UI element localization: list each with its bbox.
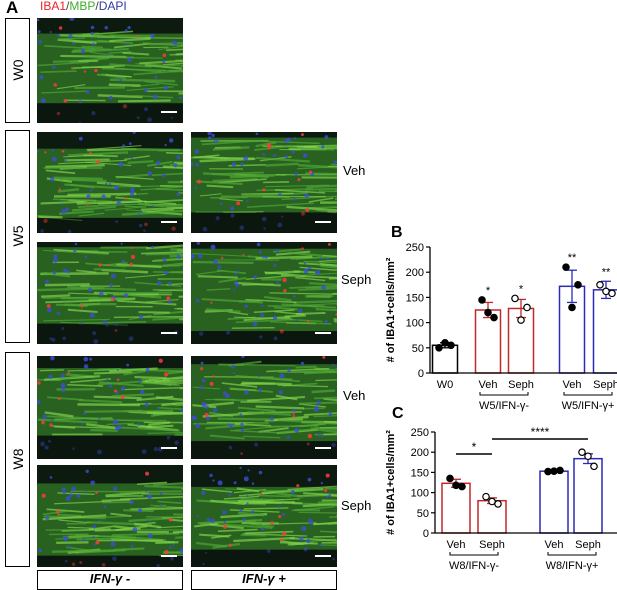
treatment-label-w8-seph: Seph [341, 498, 371, 513]
y-tick-label: 0 [418, 368, 424, 380]
x-tick-label: Veh [545, 539, 564, 551]
data-point [485, 309, 491, 315]
data-point [512, 295, 518, 301]
data-point [495, 501, 501, 507]
scale-bar [315, 332, 331, 334]
data-point [447, 475, 453, 481]
data-point [591, 463, 597, 469]
y-tick-label: 250 [406, 242, 424, 254]
y-tick-label: 150 [411, 467, 429, 479]
data-point [551, 468, 557, 474]
data-point [448, 342, 454, 348]
comparison-label: * [472, 440, 477, 454]
y-tick-label: 100 [411, 488, 429, 500]
y-axis-label: # of IBA1+cells/mm² [385, 430, 397, 535]
timepoint-label-w0: W0 [10, 50, 26, 90]
data-point [585, 453, 591, 459]
y-tick-label: 250 [411, 427, 429, 439]
y-tick-label: 200 [411, 447, 429, 459]
group-bracket [450, 552, 498, 555]
y-tick-label: 150 [406, 292, 424, 304]
stain-legend: IBA1/MBP/DAPI [40, 0, 127, 13]
x-tick-label: Veh [563, 379, 582, 391]
data-point [569, 304, 575, 310]
x-tick-label: Veh [479, 379, 498, 391]
scale-bar [161, 111, 177, 113]
group-bracket [548, 552, 596, 555]
stain-mbp: MBP [69, 0, 95, 13]
scale-bar [315, 221, 331, 223]
micrograph-w8-ifn-pos-veh [191, 356, 337, 459]
scale-bar [161, 555, 177, 557]
data-point [597, 282, 603, 288]
condition-label-ifn-neg: IFN-γ - [37, 569, 183, 589]
data-point [518, 317, 524, 323]
data-point [575, 282, 581, 288]
treatment-label-w8-veh: Veh [343, 388, 365, 403]
y-tick-label: 0 [423, 528, 429, 540]
panel-letter: B [391, 224, 403, 241]
x-tick-label: Seph [593, 379, 617, 391]
y-axis-label: # of IBA1+cells/mm² [385, 257, 397, 362]
micrograph-w8-ifn-neg-seph [37, 465, 183, 567]
micrograph-w8-ifn-pos-seph [191, 465, 337, 567]
micrograph-w0 [37, 18, 183, 123]
group-bracket [480, 392, 528, 395]
y-tick-label: 200 [406, 267, 424, 279]
scale-bar [315, 447, 331, 449]
significance-mark: * [519, 283, 524, 295]
micrograph-w5-ifn-pos-seph [191, 242, 337, 344]
scale-bar [161, 332, 177, 334]
scale-bar [161, 447, 177, 449]
significance-mark: * [486, 285, 491, 297]
treatment-label-w5-veh: Veh [343, 163, 365, 178]
y-tick-label: 50 [412, 343, 424, 355]
chart-c: C 0 50 100 150 200 250 # of IBA1+cells/mm² Veh Se… [380, 400, 617, 589]
chart-b: B 0 50 100 150 200 250 # of IBA1+cells/mm² W0 Veh… [380, 215, 617, 415]
data-point [436, 345, 442, 351]
stain-iba1: IBA1 [40, 0, 66, 13]
data-point [557, 467, 563, 473]
bar [442, 483, 470, 533]
scale-bar [161, 221, 177, 223]
data-point [459, 483, 465, 489]
data-point [563, 264, 569, 270]
x-tick-label: Seph [479, 539, 505, 551]
y-tick-label: 50 [417, 508, 429, 520]
micrograph-w5-ifn-neg-veh [37, 132, 183, 233]
x-tick-label: Seph [508, 379, 534, 391]
treatment-label-w5-seph: Seph [341, 272, 371, 287]
significance-mark: ** [602, 266, 611, 278]
x-tick-label: W0 [437, 379, 454, 391]
bar [574, 459, 602, 533]
timepoint-label-w8: W8 [10, 439, 26, 479]
group-label: W8/IFN-γ+ [546, 560, 599, 572]
bar [478, 501, 506, 533]
micrograph-w8-ifn-neg-veh [37, 356, 183, 459]
timepoint-label-w5: W5 [10, 216, 26, 256]
x-tick-label: Veh [447, 539, 466, 551]
significance-mark: ** [568, 252, 577, 264]
group-bracket [564, 392, 612, 395]
micrograph-w5-ifn-pos-veh [191, 132, 337, 233]
stain-dapi: DAPI [99, 0, 127, 13]
micrograph-w5-ifn-neg-seph [37, 242, 183, 344]
comparison-label: **** [531, 425, 550, 439]
data-point [579, 449, 585, 455]
data-point [483, 493, 489, 499]
data-point [453, 482, 459, 488]
condition-label-ifn-pos: IFN-γ + [191, 569, 337, 589]
data-point [491, 314, 497, 320]
data-point [479, 297, 485, 303]
x-tick-label: Seph [575, 539, 601, 551]
group-label: W8/IFN-γ- [449, 560, 499, 572]
panel-a-letter: A [6, 0, 18, 18]
bar [540, 471, 568, 533]
y-tick-label: 100 [406, 318, 424, 330]
data-point [524, 304, 530, 310]
panel-letter: C [392, 405, 404, 422]
scale-bar [315, 555, 331, 557]
bar [594, 290, 617, 373]
data-point [609, 290, 615, 296]
